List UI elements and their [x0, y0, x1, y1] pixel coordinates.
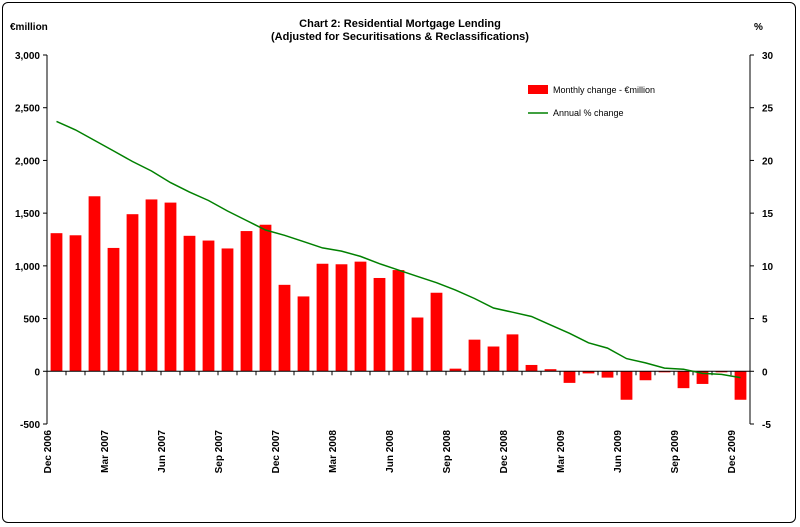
bar [126, 214, 139, 372]
x-tick-label: Mar 2009 [556, 430, 567, 473]
bar [164, 202, 177, 372]
bar [525, 364, 538, 372]
bar [202, 240, 215, 372]
bar [392, 270, 405, 372]
right-tick-label: 10 [762, 262, 774, 273]
bar [221, 248, 234, 372]
x-tick-label: Sep 2009 [670, 430, 681, 474]
x-tick-label: Jun 2009 [613, 430, 624, 473]
x-tick-label: Sep 2007 [214, 430, 225, 474]
bar [278, 284, 291, 372]
bar [601, 371, 614, 378]
bar [715, 371, 728, 373]
legend-label-line: Annual % change [553, 108, 624, 118]
bar [563, 371, 576, 383]
bar [658, 371, 671, 373]
bar [487, 346, 500, 372]
bar [50, 233, 63, 372]
bar [297, 296, 310, 372]
x-tick-label: Mar 2007 [100, 430, 111, 473]
bar [677, 371, 690, 389]
left-tick-label: -500 [20, 420, 40, 431]
right-axis-unit: % [754, 22, 763, 33]
bar [69, 235, 82, 372]
bar [316, 263, 329, 372]
left-tick-label: 2,000 [15, 156, 40, 167]
x-tick-label: Jun 2008 [385, 430, 396, 473]
left-tick-label: 0 [34, 367, 40, 378]
left-tick-label: 2,500 [15, 104, 40, 115]
bar [468, 339, 481, 372]
bar [107, 247, 120, 372]
x-tick-label: Jun 2007 [157, 430, 168, 473]
bar [430, 292, 443, 372]
bar [639, 371, 652, 381]
left-tick-label: 1,000 [15, 262, 40, 273]
chart-subtitle: (Adjusted for Securitisations & Reclassi… [271, 31, 529, 43]
x-tick-label: Dec 2008 [499, 430, 510, 474]
bar [734, 371, 747, 400]
right-tick-label: 15 [762, 209, 774, 220]
bar [544, 369, 557, 372]
bar [373, 277, 386, 372]
x-tick-label: Sep 2008 [442, 430, 453, 474]
bar [620, 371, 633, 400]
left-tick-label: 3,000 [15, 51, 40, 62]
right-tick-label: 25 [762, 104, 774, 115]
chart-title: Chart 2: Residential Mortgage Lending [299, 18, 501, 30]
x-tick-label: Dec 2006 [43, 430, 54, 474]
bar [240, 231, 253, 372]
bar [449, 368, 462, 372]
bar [335, 264, 348, 372]
bar [88, 196, 101, 372]
x-tick-label: Dec 2007 [271, 430, 282, 474]
right-tick-label: 5 [762, 315, 768, 326]
bar [183, 235, 196, 372]
legend-swatch-bar [528, 85, 548, 94]
bar [354, 261, 367, 372]
left-axis-unit: €million [10, 22, 48, 33]
left-tick-label: 500 [23, 315, 40, 326]
bar [696, 371, 709, 384]
x-tick-label: Dec 2009 [727, 430, 738, 474]
left-tick-label: 1,500 [15, 209, 40, 220]
right-tick-label: 30 [762, 51, 774, 62]
bar [582, 371, 595, 374]
annual-change-line [56, 120, 741, 379]
bar [506, 334, 519, 372]
right-tick-label: 0 [762, 367, 768, 378]
bar [411, 317, 424, 372]
x-tick-label: Mar 2008 [328, 430, 339, 473]
right-tick-label: -5 [762, 420, 771, 431]
legend-label-bar: Monthly change - €million [553, 85, 655, 95]
right-tick-label: 20 [762, 156, 774, 167]
bar [145, 199, 158, 372]
bar [259, 224, 272, 372]
